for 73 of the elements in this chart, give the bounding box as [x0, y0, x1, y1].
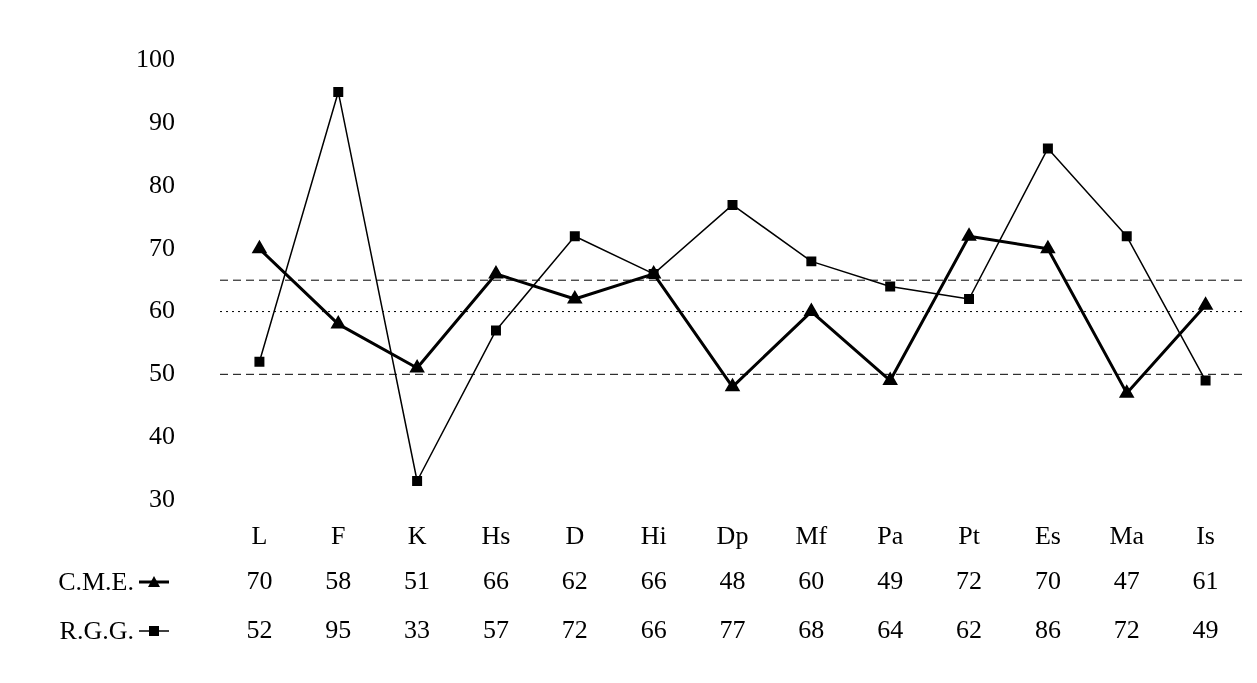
point [254, 356, 265, 367]
point [333, 86, 344, 97]
point [804, 304, 819, 317]
point [885, 281, 896, 292]
point [1200, 375, 1211, 386]
y-tick-label: 60 [149, 295, 175, 325]
data-label: 48 [719, 565, 746, 595]
point [964, 294, 975, 305]
y-tick-label: 50 [149, 358, 175, 388]
x-tick-label: Mf [795, 521, 828, 551]
x-tick-label: Hs [481, 521, 511, 551]
y-tick-label: 70 [149, 232, 175, 262]
data-label: 66 [482, 565, 509, 595]
x-tick-label: Dp [716, 521, 749, 551]
point [1042, 143, 1053, 154]
point [490, 325, 501, 336]
data-label: 57 [482, 614, 509, 644]
data-label: 52 [246, 614, 273, 644]
data-label: 58 [325, 565, 352, 595]
y-tick-label: 40 [149, 420, 175, 450]
point [1121, 231, 1132, 242]
point [252, 241, 267, 254]
point [1120, 385, 1134, 398]
data-label: 86 [1034, 614, 1061, 644]
data-label: 70 [246, 565, 273, 595]
data-label: 72 [1113, 614, 1140, 644]
legend-label: R.G.G. [59, 615, 134, 646]
y-tick-label: 100 [136, 44, 175, 74]
data-label: 47 [1113, 565, 1140, 595]
point [1198, 297, 1213, 310]
x-tick-label: K [407, 521, 427, 551]
x-tick-label: F [331, 521, 346, 551]
data-label: 61 [1192, 565, 1219, 595]
data-label: 77 [719, 614, 746, 644]
x-tick-label: Es [1034, 521, 1061, 551]
y-tick-label: 90 [149, 107, 175, 137]
x-tick-label: Hi [640, 521, 667, 551]
legend-label: C.M.E. [58, 566, 134, 597]
data-label: 66 [640, 565, 667, 595]
point [962, 228, 976, 241]
x-tick-label: Pa [877, 521, 904, 551]
point [412, 475, 423, 486]
data-label: 95 [325, 614, 352, 644]
data-label: 60 [798, 565, 825, 595]
point [331, 316, 345, 329]
point [806, 256, 817, 267]
point [883, 373, 897, 386]
point [410, 360, 424, 373]
point [727, 199, 738, 210]
y-tick-label: 30 [149, 483, 175, 513]
data-label: 70 [1034, 565, 1061, 595]
point [569, 231, 580, 242]
data-label: 68 [798, 614, 825, 644]
point [568, 291, 582, 304]
y-tick-label: 80 [149, 169, 175, 199]
x-tick-label: Pt [958, 521, 981, 551]
data-label: 64 [877, 614, 904, 644]
point [1041, 241, 1055, 254]
point [489, 266, 503, 279]
data-label: 72 [956, 565, 983, 595]
x-tick-label: Ma [1109, 521, 1145, 551]
point [725, 379, 740, 392]
data-label: 51 [404, 565, 431, 595]
data-label: 62 [561, 565, 588, 595]
data-label: 49 [1192, 614, 1219, 644]
x-tick-label: D [565, 521, 585, 551]
x-tick-label: Is [1196, 521, 1215, 551]
data-label: 62 [956, 614, 983, 644]
data-label: 72 [561, 614, 588, 644]
x-tick-label: L [251, 521, 268, 551]
data-label: 66 [640, 614, 667, 644]
data-label: 49 [877, 565, 904, 595]
data-label: 33 [404, 614, 431, 644]
